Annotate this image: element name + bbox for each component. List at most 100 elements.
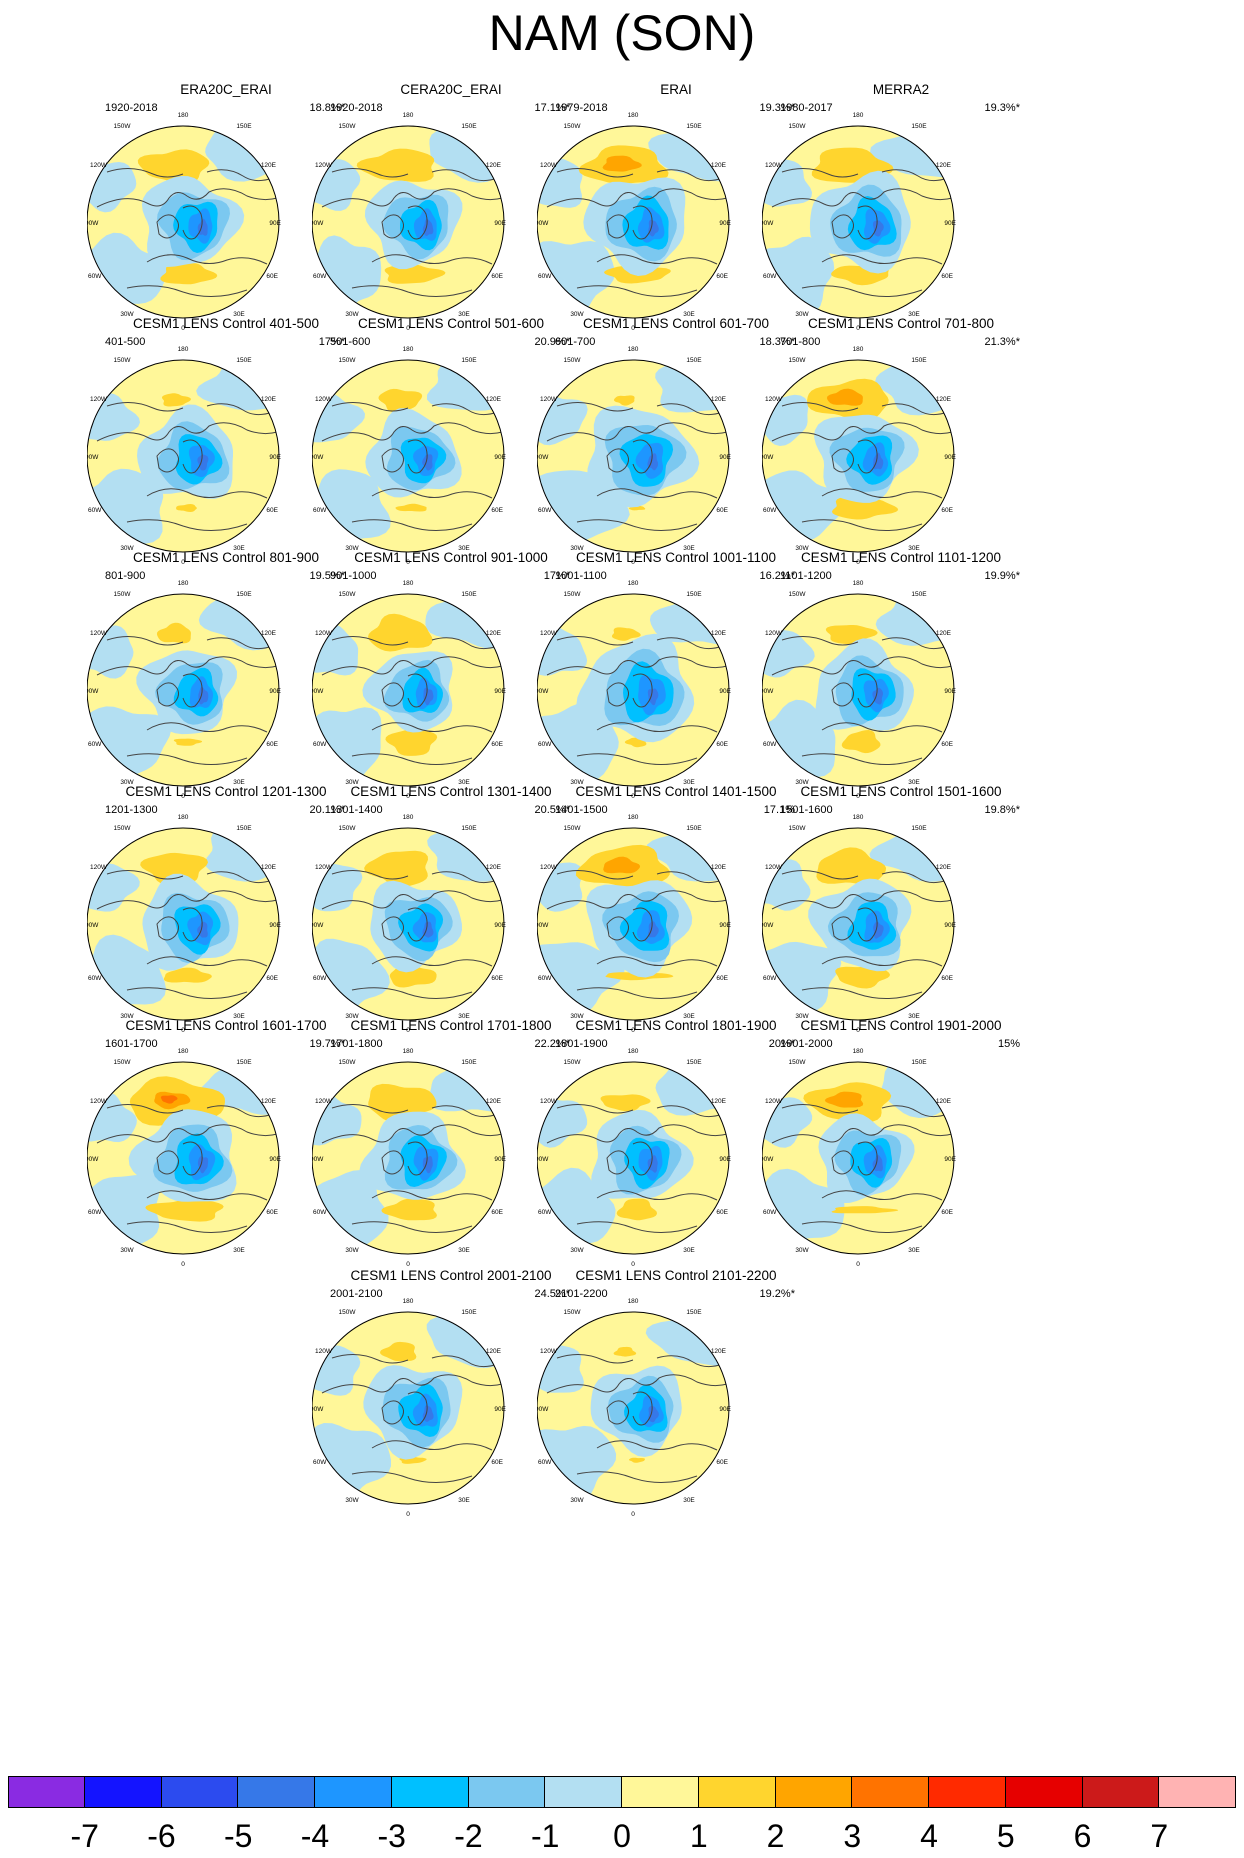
longitude-label: 150W bbox=[564, 1309, 582, 1316]
longitude-label: 150E bbox=[686, 825, 702, 832]
coastline bbox=[146, 956, 268, 967]
map-border bbox=[762, 827, 955, 1021]
map-border bbox=[87, 125, 280, 319]
longitude-label: 150W bbox=[564, 123, 582, 130]
coastline bbox=[546, 1124, 728, 1144]
longitude-label: 90E bbox=[269, 922, 281, 929]
longitude-label: 120E bbox=[936, 396, 952, 403]
polar-cap-center bbox=[873, 921, 884, 939]
longitude-label: 150W bbox=[789, 825, 807, 832]
polar-map: 180 150W 150E 120W 120E 90W 90E 60W 60E 30W 30E 0 bbox=[537, 112, 732, 332]
longitude-label: 180 bbox=[628, 346, 639, 353]
colorbar-segment bbox=[852, 1776, 929, 1808]
map-border bbox=[537, 1311, 730, 1505]
panel-period: 1201-1300 bbox=[105, 804, 158, 816]
longitude-label: 30E bbox=[683, 1013, 695, 1020]
coastline bbox=[126, 285, 248, 298]
panel-title: CESM1 LENS Control 1701-1800 bbox=[350, 1018, 552, 1033]
coastline bbox=[156, 1150, 179, 1175]
longitude-label: 120W bbox=[540, 1098, 558, 1105]
coastline bbox=[857, 439, 878, 474]
map-panel: CESM1 LENS Control 1301-1400 1301-1400 20.… bbox=[312, 784, 582, 1050]
coastline bbox=[821, 488, 943, 499]
longitude-label: 180 bbox=[403, 1298, 414, 1305]
coastline bbox=[556, 636, 634, 646]
polar-map: 180 150W 150E 120W 120E 90W 90E 60W 60E 30W 30E 0 bbox=[537, 346, 732, 566]
anomaly-positive-lobe bbox=[368, 613, 433, 652]
coastline bbox=[206, 403, 274, 416]
longitude-label: 30E bbox=[233, 779, 245, 786]
longitude-label: 60E bbox=[491, 741, 503, 748]
longitude-label: 30W bbox=[570, 311, 584, 318]
longitude-label: 90E bbox=[719, 220, 731, 227]
longitude-label: 60E bbox=[491, 1209, 503, 1216]
coastline bbox=[881, 403, 949, 416]
longitude-label: 0 bbox=[631, 559, 635, 566]
polar-map: 180 150W 150E 120W 120E 90W 90E 60W 60E 30W 30E 0 bbox=[87, 346, 282, 566]
longitude-label: 180 bbox=[178, 814, 189, 821]
longitude-label: 60E bbox=[716, 273, 728, 280]
longitude-label: 150E bbox=[236, 825, 252, 832]
longitude-label: 120E bbox=[486, 864, 502, 871]
coastline bbox=[771, 1124, 953, 1144]
anomaly-positive-lobe bbox=[378, 388, 423, 413]
longitude-label: 180 bbox=[628, 1048, 639, 1055]
longitude-label: 120W bbox=[765, 630, 783, 637]
longitude-label: 150W bbox=[339, 1309, 357, 1316]
coastline bbox=[606, 1400, 629, 1425]
longitude-label: 90W bbox=[312, 688, 324, 695]
coastline bbox=[821, 254, 943, 265]
colorbar-frame bbox=[8, 1776, 1236, 1808]
panel-variance-percent: 20.9%* bbox=[534, 336, 570, 348]
map-panel: CESM1 LENS Control 701-800 701-800 21.3%* 1… bbox=[762, 316, 1032, 582]
longitude-label: 90W bbox=[537, 220, 549, 227]
panel-period: 1701-1800 bbox=[330, 1038, 383, 1050]
longitude-label: 90W bbox=[87, 688, 99, 695]
map-panel: CESM1 LENS Control 901-1000 901-1000 17%* 1… bbox=[312, 550, 582, 816]
anomaly-positive-lobe bbox=[176, 504, 197, 512]
panel-period: 501-600 bbox=[330, 336, 371, 348]
map-panel: CESM1 LENS Control 1001-1100 1001-1100 16.… bbox=[537, 550, 807, 816]
longitude-label: 60E bbox=[491, 273, 503, 280]
anomaly-positive-lobe bbox=[600, 1094, 651, 1112]
polar-map: 180 150W 150E 120W 120E 90W 90E 60W 60E 30W 30E 0 bbox=[312, 1298, 507, 1518]
panel-period: 1101-1200 bbox=[780, 570, 832, 582]
panel-variance-percent: 24.5%* bbox=[534, 1288, 570, 1300]
polar-map: 180 150W 150E 120W 120E 90W 90E 60W 60E 30W 30E 0 bbox=[537, 814, 732, 1034]
coastline bbox=[801, 1221, 923, 1234]
panel-title: CERA20C_ERAI bbox=[400, 82, 502, 97]
longitude-label: 90W bbox=[537, 1156, 549, 1163]
panel-period: 1979-2018 bbox=[555, 102, 608, 114]
longitude-label: 150E bbox=[686, 357, 702, 364]
longitude-label: 120W bbox=[90, 630, 108, 637]
map-border bbox=[537, 125, 730, 319]
longitude-label: 30E bbox=[908, 779, 920, 786]
longitude-label: 30E bbox=[683, 545, 695, 552]
longitude-label: 90E bbox=[719, 1156, 731, 1163]
anomaly-negative-band bbox=[537, 1344, 584, 1393]
coastline bbox=[656, 1105, 724, 1118]
coastline bbox=[781, 402, 859, 412]
coastline bbox=[106, 402, 184, 412]
anomaly-positive-lobe bbox=[163, 967, 212, 983]
colorbar-segment bbox=[161, 1776, 239, 1808]
colorbar-tick-label: 2 bbox=[766, 1818, 785, 1854]
longitude-label: 30W bbox=[570, 1497, 584, 1504]
panel-variance-percent: 17.1% bbox=[763, 804, 795, 816]
longitude-label: 120E bbox=[711, 162, 727, 169]
longitude-label: 60W bbox=[538, 1459, 552, 1466]
polar-map: 180 150W 150E 120W 120E 90W 90E 60W 60E 30W 30E 0 bbox=[762, 814, 957, 1034]
longitude-label: 0 bbox=[631, 793, 635, 800]
panel-variance-percent: 22.2%* bbox=[534, 1038, 570, 1050]
longitude-label: 120W bbox=[90, 1098, 108, 1105]
coastline bbox=[821, 956, 943, 967]
panel-period: 1601-1700 bbox=[105, 1038, 158, 1050]
coastline bbox=[857, 907, 878, 942]
colorbar-segment bbox=[391, 1776, 469, 1808]
longitude-label: 30W bbox=[570, 1247, 584, 1254]
anomaly-positive-core bbox=[603, 856, 641, 874]
longitude-label: 150E bbox=[236, 357, 252, 364]
longitude-label: 180 bbox=[853, 814, 864, 821]
longitude-label: 60E bbox=[716, 975, 728, 982]
polar-map: 180 150W 150E 120W 120E 90W 90E 60W 60E 30W 30E 0 bbox=[537, 1048, 732, 1268]
